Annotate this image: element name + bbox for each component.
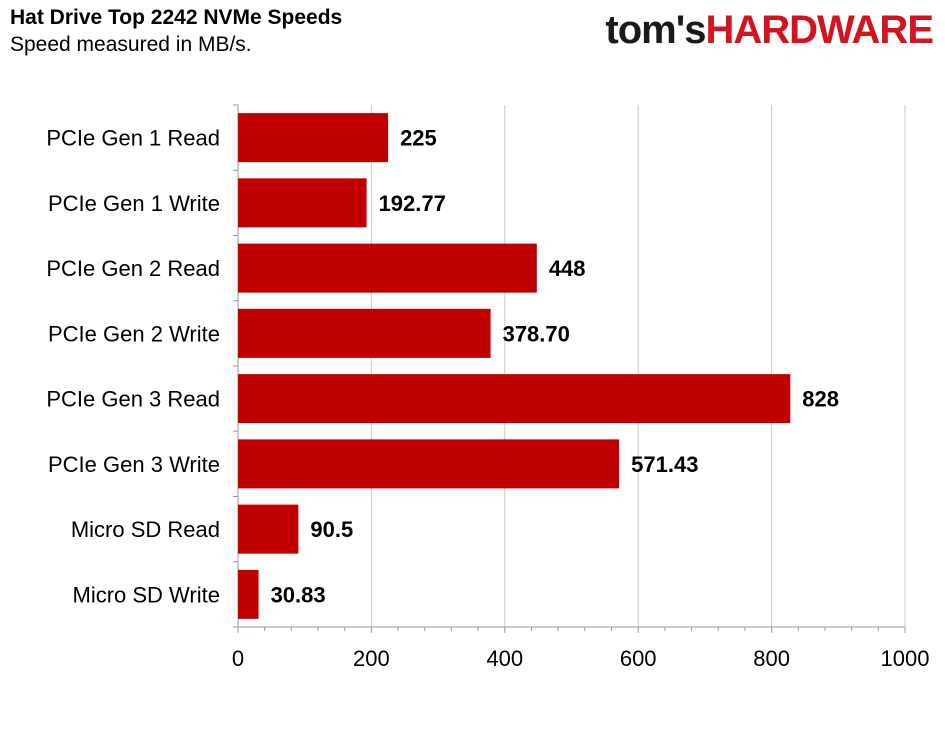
bar bbox=[238, 504, 299, 554]
data-label: 378.70 bbox=[503, 321, 570, 346]
bar bbox=[238, 439, 620, 489]
x-tick-label: 800 bbox=[753, 646, 790, 671]
bar bbox=[238, 178, 367, 228]
logo-part-hardware: HARDWARE bbox=[705, 8, 934, 52]
category-label: PCIe Gen 1 Write bbox=[48, 191, 220, 216]
x-tick-label: 600 bbox=[620, 646, 657, 671]
x-tick-label: 400 bbox=[486, 646, 523, 671]
category-label: PCIe Gen 3 Write bbox=[48, 452, 220, 477]
data-label: 30.83 bbox=[271, 582, 326, 607]
chart-subtitle: Speed measured in MB/s. bbox=[10, 33, 252, 56]
category-label: PCIe Gen 2 Write bbox=[48, 321, 220, 346]
data-label: 225 bbox=[400, 126, 437, 151]
logo-part-toms: tom's bbox=[605, 8, 706, 52]
x-tick-label: 0 bbox=[232, 646, 244, 671]
data-label: 192.77 bbox=[379, 191, 446, 216]
category-label: Micro SD Read bbox=[71, 517, 220, 542]
data-label: 90.5 bbox=[310, 517, 353, 542]
data-label: 571.43 bbox=[631, 452, 698, 477]
chart-title: Hat Drive Top 2242 NVMe Speeds bbox=[10, 6, 343, 29]
x-tick-label: 1000 bbox=[881, 646, 930, 671]
category-label: PCIe Gen 2 Read bbox=[46, 256, 220, 281]
category-label: PCIe Gen 3 Read bbox=[46, 387, 220, 412]
data-label: 448 bbox=[549, 256, 586, 281]
bar bbox=[238, 308, 491, 358]
category-label: Micro SD Write bbox=[73, 582, 221, 607]
category-label: PCIe Gen 1 Read bbox=[46, 126, 220, 151]
data-label: 828 bbox=[802, 387, 839, 412]
bar bbox=[238, 243, 537, 293]
toms-hardware-logo: tom'sHARDWARE bbox=[605, 8, 934, 53]
bar bbox=[238, 569, 259, 619]
bar bbox=[238, 374, 791, 424]
x-tick-label: 200 bbox=[353, 646, 390, 671]
bar bbox=[238, 113, 389, 163]
